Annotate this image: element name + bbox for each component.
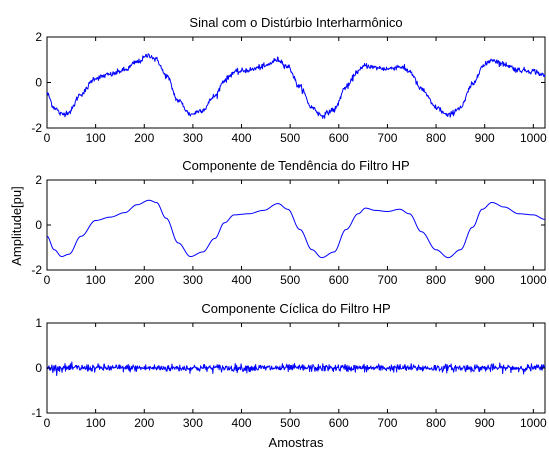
series-line xyxy=(46,53,546,119)
x-tick-label: 300 xyxy=(183,131,203,145)
x-tick-label: 0 xyxy=(44,416,51,430)
x-tick-label: 400 xyxy=(232,416,252,430)
x-tick-label: 100 xyxy=(86,273,106,287)
x-tick-label: 900 xyxy=(475,273,495,287)
x-tick-label: 1000 xyxy=(520,273,547,287)
x-tick-label: 900 xyxy=(475,416,495,430)
x-tick-label: 500 xyxy=(280,273,300,287)
x-tick-label: 300 xyxy=(183,416,203,430)
x-tick-label: 800 xyxy=(426,416,446,430)
y-tick-label: 2 xyxy=(35,173,42,187)
x-tick-label: 0 xyxy=(44,273,51,287)
x-tick-label: 0 xyxy=(44,131,51,145)
series-line xyxy=(46,199,546,259)
x-tick-label: 600 xyxy=(329,416,349,430)
y-tick-label: -2 xyxy=(31,263,42,277)
chart-title: Sinal com o Distúrbio Interharmônico xyxy=(189,15,402,30)
x-tick-label: 500 xyxy=(280,416,300,430)
x-tick-label: 800 xyxy=(426,131,446,145)
x-tick-label: 200 xyxy=(134,131,154,145)
x-tick-label: 700 xyxy=(377,273,397,287)
x-tick-label: 800 xyxy=(426,273,446,287)
x-tick-label: 900 xyxy=(475,131,495,145)
x-tick-label: 1000 xyxy=(520,416,547,430)
x-tick-label: 600 xyxy=(329,273,349,287)
chart-panel-1: Sinal com o Distúrbio Interharmônico 0 100… xyxy=(31,15,547,145)
x-tick-label: 400 xyxy=(232,131,252,145)
chart-title: Componente de Tendência do Filtro HP xyxy=(182,158,409,173)
x-tick-label: 600 xyxy=(329,131,349,145)
x-tick-label: 400 xyxy=(232,273,252,287)
chart-panel-3: Componente Cíclica do Filtro HP 0 100 200 30… xyxy=(31,301,547,430)
chart-panel-2: Componente de Tendência do Filtro HP 0 100… xyxy=(31,158,547,287)
y-tick-label: 0 xyxy=(35,76,42,90)
y-tick-label: 0 xyxy=(35,361,42,375)
chart-title: Componente Cíclica do Filtro HP xyxy=(201,301,390,316)
x-tick-label: 500 xyxy=(280,131,300,145)
figure-xlabel: Amostras xyxy=(269,435,324,450)
x-tick-label: 1000 xyxy=(520,131,547,145)
x-tick-label: 700 xyxy=(377,416,397,430)
y-tick-label: 1 xyxy=(35,316,42,330)
x-tick-label: 200 xyxy=(134,416,154,430)
y-tick-label: 0 xyxy=(35,218,42,232)
x-tick-label: 700 xyxy=(377,131,397,145)
x-tick-label: 200 xyxy=(134,273,154,287)
y-tick-label: -1 xyxy=(31,406,42,420)
x-tick-label: 100 xyxy=(86,416,106,430)
x-tick-label: 300 xyxy=(183,273,203,287)
figure-ylabel: Amplitude[pu] xyxy=(9,186,24,266)
y-tick-label: -2 xyxy=(31,121,42,135)
y-tick-label: 2 xyxy=(35,30,42,44)
series-line xyxy=(46,361,546,377)
x-tick-label: 100 xyxy=(86,131,106,145)
